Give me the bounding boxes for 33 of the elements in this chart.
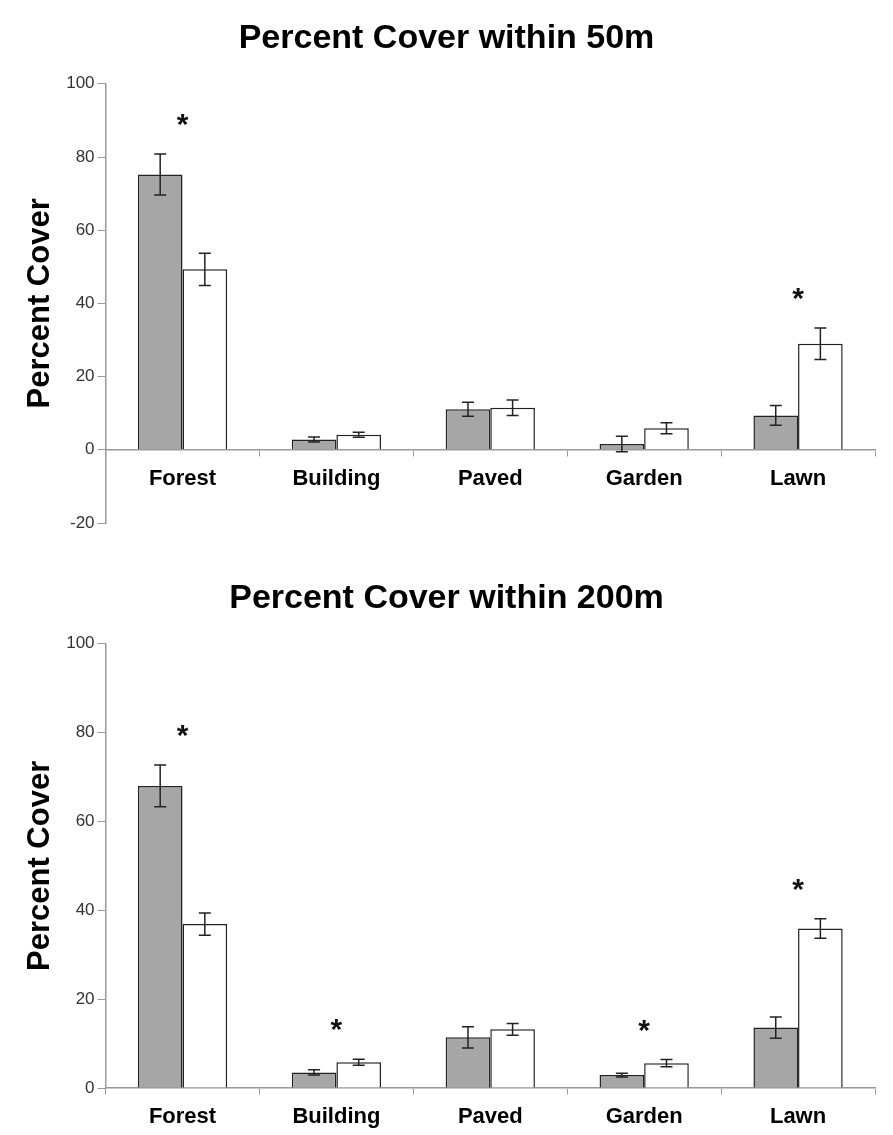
y-axis-title: Percent Cover bbox=[21, 198, 57, 409]
x-tick-label: Lawn bbox=[769, 465, 827, 491]
x-tick-label: Lawn bbox=[769, 1103, 827, 1129]
y-tick-label: 60 bbox=[75, 811, 95, 831]
annotation: * bbox=[792, 281, 805, 315]
y-tick-label: 60 bbox=[75, 219, 95, 239]
y-tick-label: 80 bbox=[75, 146, 95, 166]
x-tick-label: Garden bbox=[605, 1103, 683, 1129]
x-tick-label: Forest bbox=[148, 465, 217, 491]
y-tick-label: 0 bbox=[85, 439, 95, 459]
annotation: * bbox=[330, 1012, 343, 1046]
y-tick-label: 20 bbox=[75, 988, 95, 1008]
chart-title: Percent Cover within 50m bbox=[238, 16, 655, 55]
x-tick-label: Building bbox=[292, 1103, 381, 1129]
x-tick-label: Forest bbox=[148, 1103, 217, 1129]
chart-title: Percent Cover within 200m bbox=[229, 576, 664, 615]
x-tick-label: Garden bbox=[605, 465, 683, 491]
x-tick-label: Building bbox=[292, 465, 381, 491]
x-tick-label: Paved bbox=[457, 465, 523, 491]
annotation: * bbox=[176, 718, 189, 752]
y-axis-title: Percent Cover bbox=[21, 760, 57, 972]
y-tick-label: 80 bbox=[75, 722, 95, 742]
annotation: * bbox=[638, 1012, 651, 1046]
y-tick-label: 0 bbox=[85, 1077, 95, 1097]
y-tick-label: 40 bbox=[75, 900, 95, 920]
annotation: * bbox=[792, 872, 805, 906]
y-tick-label: 40 bbox=[75, 293, 95, 313]
annotation: * bbox=[176, 107, 189, 141]
x-tick-label: Paved bbox=[457, 1103, 523, 1129]
y-tick-label: -20 bbox=[69, 512, 95, 532]
y-tick-label: 100 bbox=[66, 73, 95, 93]
y-tick-label: 100 bbox=[66, 633, 95, 653]
y-tick-label: 20 bbox=[75, 366, 95, 386]
